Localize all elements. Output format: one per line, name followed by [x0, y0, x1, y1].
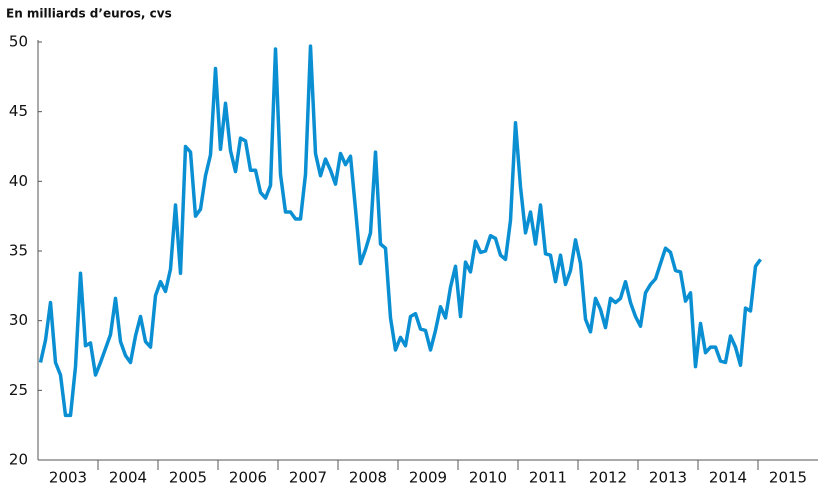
y-tick-label: 40 — [9, 172, 28, 190]
x-tick-label: 2008 — [349, 469, 387, 487]
x-tick-label: 2013 — [649, 469, 687, 487]
x-tick-label: 2005 — [169, 469, 207, 487]
y-tick-label: 35 — [9, 242, 28, 260]
x-tick-label: 2010 — [469, 469, 507, 487]
x-tick-label: 2009 — [409, 469, 447, 487]
chart-title: En milliards d’euros, cvs — [6, 7, 172, 21]
data-line — [38, 44, 762, 418]
x-tick-label: 2015 — [769, 469, 807, 487]
x-tick-label: 2004 — [109, 469, 147, 487]
x-tick-label: 2011 — [529, 469, 567, 487]
y-tick-label: 50 — [9, 33, 28, 51]
x-tick-label: 2012 — [589, 469, 627, 487]
y-tick-label: 25 — [9, 381, 28, 399]
x-tick-label: 2007 — [289, 469, 327, 487]
x-tick-label: 2006 — [229, 469, 267, 487]
x-tick-label: 2003 — [49, 469, 87, 487]
y-tick-label: 30 — [9, 311, 28, 329]
y-tick-label: 45 — [9, 102, 28, 120]
x-tick-label: 2014 — [709, 469, 747, 487]
y-tick-label: 20 — [9, 451, 28, 469]
